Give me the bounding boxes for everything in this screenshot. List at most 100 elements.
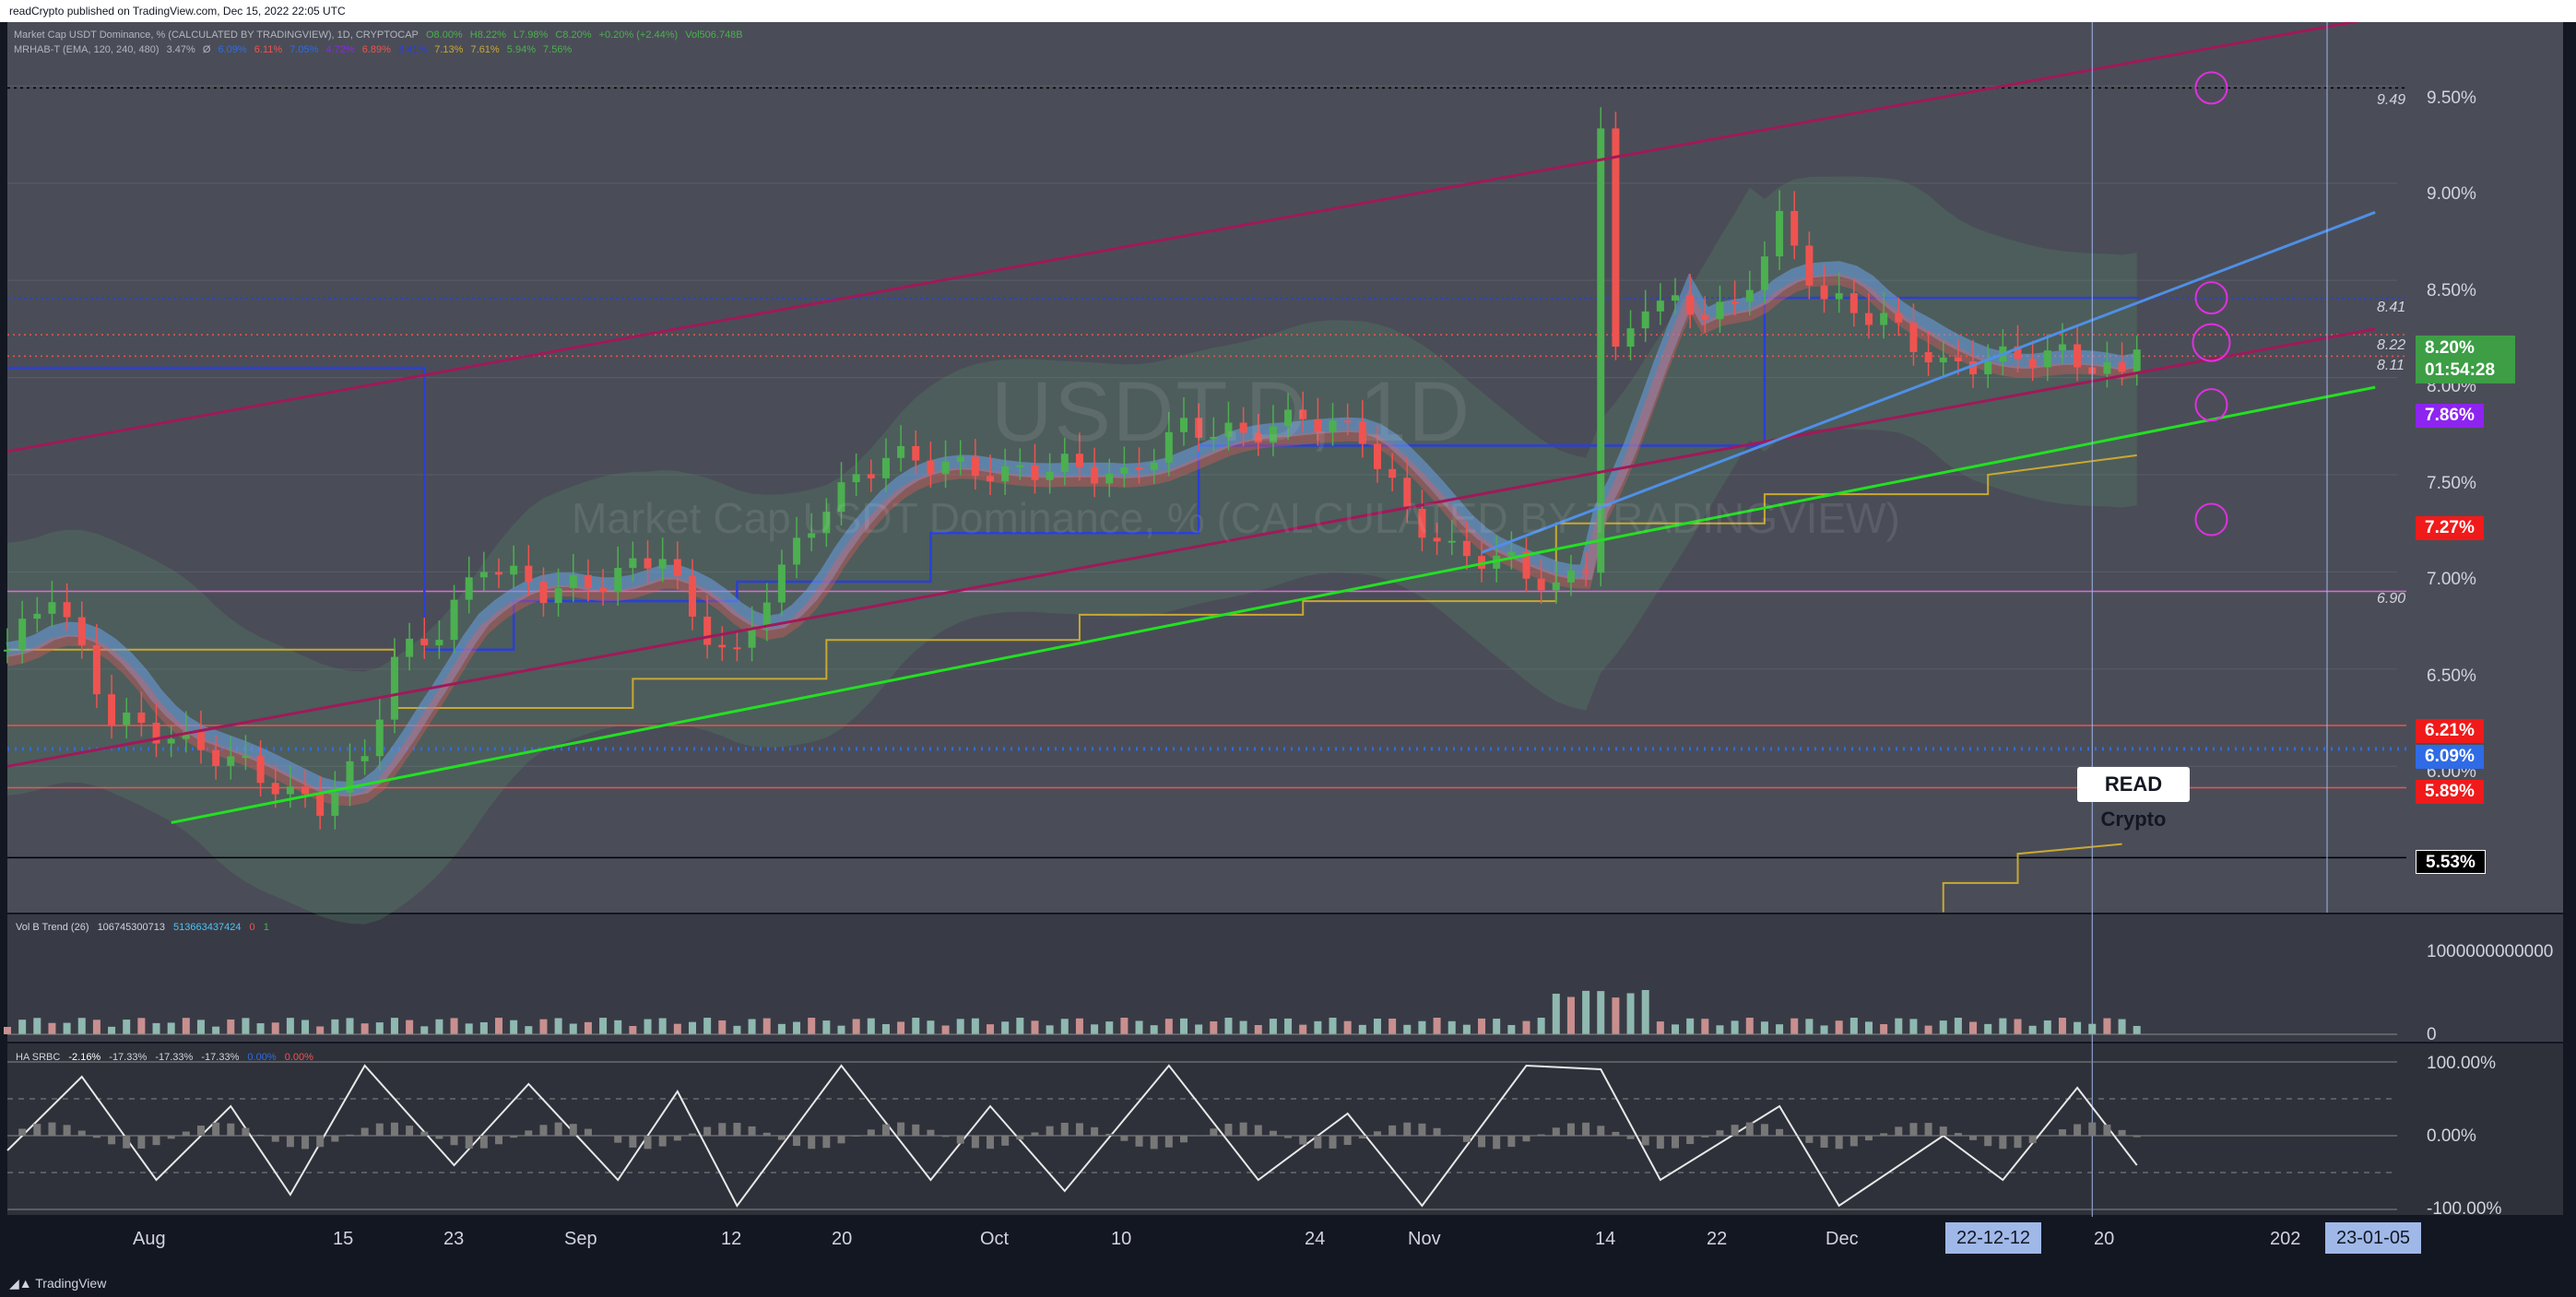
trendlines[interactable] xyxy=(6,22,2376,824)
time-tick: 202 xyxy=(2270,1229,2301,1249)
volume-bar xyxy=(1448,1020,1456,1034)
osc-histogram-bar xyxy=(1909,1123,1918,1136)
volume-value-3: 1 xyxy=(263,922,269,933)
osc-histogram-bar xyxy=(1612,1131,1620,1136)
red-level-tag-1: 7.27% xyxy=(2416,516,2484,540)
mrhab-val-0: 3.47% xyxy=(166,44,195,55)
candle-body xyxy=(1686,295,1695,315)
candle-body xyxy=(108,694,116,725)
volume-bar xyxy=(420,1026,429,1034)
osc-histogram-bar xyxy=(912,1124,920,1136)
candle-body xyxy=(1880,312,1888,325)
osc-histogram-bar xyxy=(1597,1126,1605,1136)
volume-bar xyxy=(108,1026,116,1034)
candle-body xyxy=(1448,540,1456,543)
tradingview-footer: ◢▲ TradingView xyxy=(0,1270,2576,1297)
volume-bar xyxy=(1909,1019,1918,1034)
candle-body xyxy=(152,723,160,744)
osc-histogram-bar xyxy=(525,1130,533,1136)
projection-circle xyxy=(2194,71,2228,105)
candle-body xyxy=(673,559,681,576)
volume-bar xyxy=(718,1020,727,1034)
volume-bar xyxy=(1672,1024,1680,1034)
osc-value-2: -17.33% xyxy=(155,1052,194,1063)
osc-histogram-bar xyxy=(762,1132,771,1136)
candle-body xyxy=(1641,311,1649,329)
osc-histogram-bar xyxy=(1433,1127,1441,1136)
legend-low: L7.98% xyxy=(513,29,549,41)
osc-histogram-bar xyxy=(1626,1136,1635,1139)
candle-body xyxy=(1924,352,1932,363)
volume-bar xyxy=(1284,1018,1293,1034)
volume-bar xyxy=(644,1019,652,1034)
oscillator-pane-legend[interactable]: HA SRBC -2.16% -17.33% -17.33% -17.33% 0… xyxy=(16,1052,313,1063)
candle-body xyxy=(2118,362,2126,372)
osc-histogram-bar xyxy=(301,1136,310,1150)
volume-value-0: 106745300713 xyxy=(97,922,165,933)
candle-body xyxy=(286,786,294,795)
osc-histogram-bar xyxy=(1478,1136,1486,1148)
volume-bar xyxy=(1091,1024,1099,1034)
candle-body xyxy=(450,599,458,641)
legend-indicator[interactable]: MRHAB-T (EMA, 120, 240, 480) 3.47% Ø 6.0… xyxy=(14,44,576,55)
volume-bar xyxy=(1254,1024,1262,1034)
candle-body xyxy=(1150,462,1158,470)
level-label: 8.22 xyxy=(2377,337,2406,353)
candle-body xyxy=(1835,293,1843,300)
candle-body xyxy=(762,602,771,628)
volume-bar xyxy=(539,1019,548,1034)
red-level-tag-2: 6.21% xyxy=(2416,719,2484,743)
candle-body xyxy=(837,482,845,513)
candle-body xyxy=(1195,418,1203,438)
osc-histogram-bar xyxy=(718,1123,727,1136)
volume-bar xyxy=(881,1023,890,1034)
legend-symbol[interactable]: Market Cap USDT Dominance, % (CALCULATED… xyxy=(14,29,419,41)
candle-body xyxy=(658,559,667,569)
projection-date-box[interactable]: 23-01-05 xyxy=(2325,1222,2422,1254)
time-tick: Nov xyxy=(1408,1229,1441,1249)
chart-canvas[interactable] xyxy=(0,22,2576,1270)
time-tick: 12 xyxy=(721,1229,742,1249)
osc-histogram-bar xyxy=(629,1136,637,1148)
volume-axis-tick: 0 xyxy=(2427,1025,2437,1044)
volume-bar xyxy=(1597,991,1605,1034)
black-level-tag: 5.53% xyxy=(2416,850,2486,874)
candle-body xyxy=(1091,466,1099,484)
projection-circle xyxy=(2192,323,2231,362)
volume-bar xyxy=(48,1022,56,1034)
last-price-tag: 8.20% 01:54:28 xyxy=(2416,336,2515,383)
osc-histogram-bar xyxy=(1760,1124,1768,1136)
volume-bar xyxy=(1001,1021,1010,1034)
volume-bar xyxy=(1403,1024,1412,1034)
vertical-markers xyxy=(2091,22,2328,1217)
candle-body xyxy=(1418,509,1426,538)
osc-histogram-bar xyxy=(1924,1123,1932,1136)
volume-pane-legend[interactable]: Vol B Trend (26) 106745300713 5136634374… xyxy=(16,922,269,933)
candle-body xyxy=(1358,421,1366,444)
osc-histogram-bar xyxy=(987,1136,995,1150)
candle-body xyxy=(748,627,756,648)
candle-body xyxy=(1060,454,1069,472)
volume-bar xyxy=(1612,997,1620,1034)
level-label: 9.49 xyxy=(2377,92,2406,108)
candle-body xyxy=(2058,344,2066,351)
candle-body xyxy=(390,656,398,720)
time-tick: 20 xyxy=(2094,1229,2115,1249)
candle-body xyxy=(92,644,100,695)
blue-level-tag: 6.09% xyxy=(2416,745,2484,769)
osc-histogram-bar xyxy=(2058,1129,2066,1136)
osc-histogram-bar xyxy=(1805,1136,1814,1143)
osc-histogram-bar xyxy=(777,1136,786,1140)
osc-histogram-bar xyxy=(1314,1136,1322,1149)
candle-body xyxy=(1001,466,1010,482)
volume-bar xyxy=(360,1023,369,1034)
candle-body xyxy=(212,749,220,766)
volume-bar xyxy=(987,1024,995,1034)
osc-histogram-bar xyxy=(837,1136,845,1144)
candle-body xyxy=(1820,285,1828,300)
cursor-date-box[interactable]: 22-12-12 xyxy=(1945,1222,2042,1254)
time-tick: 10 xyxy=(1111,1229,1132,1249)
volume-bar xyxy=(1164,1019,1173,1034)
volume-bar xyxy=(167,1022,175,1034)
candle-body xyxy=(479,572,488,578)
